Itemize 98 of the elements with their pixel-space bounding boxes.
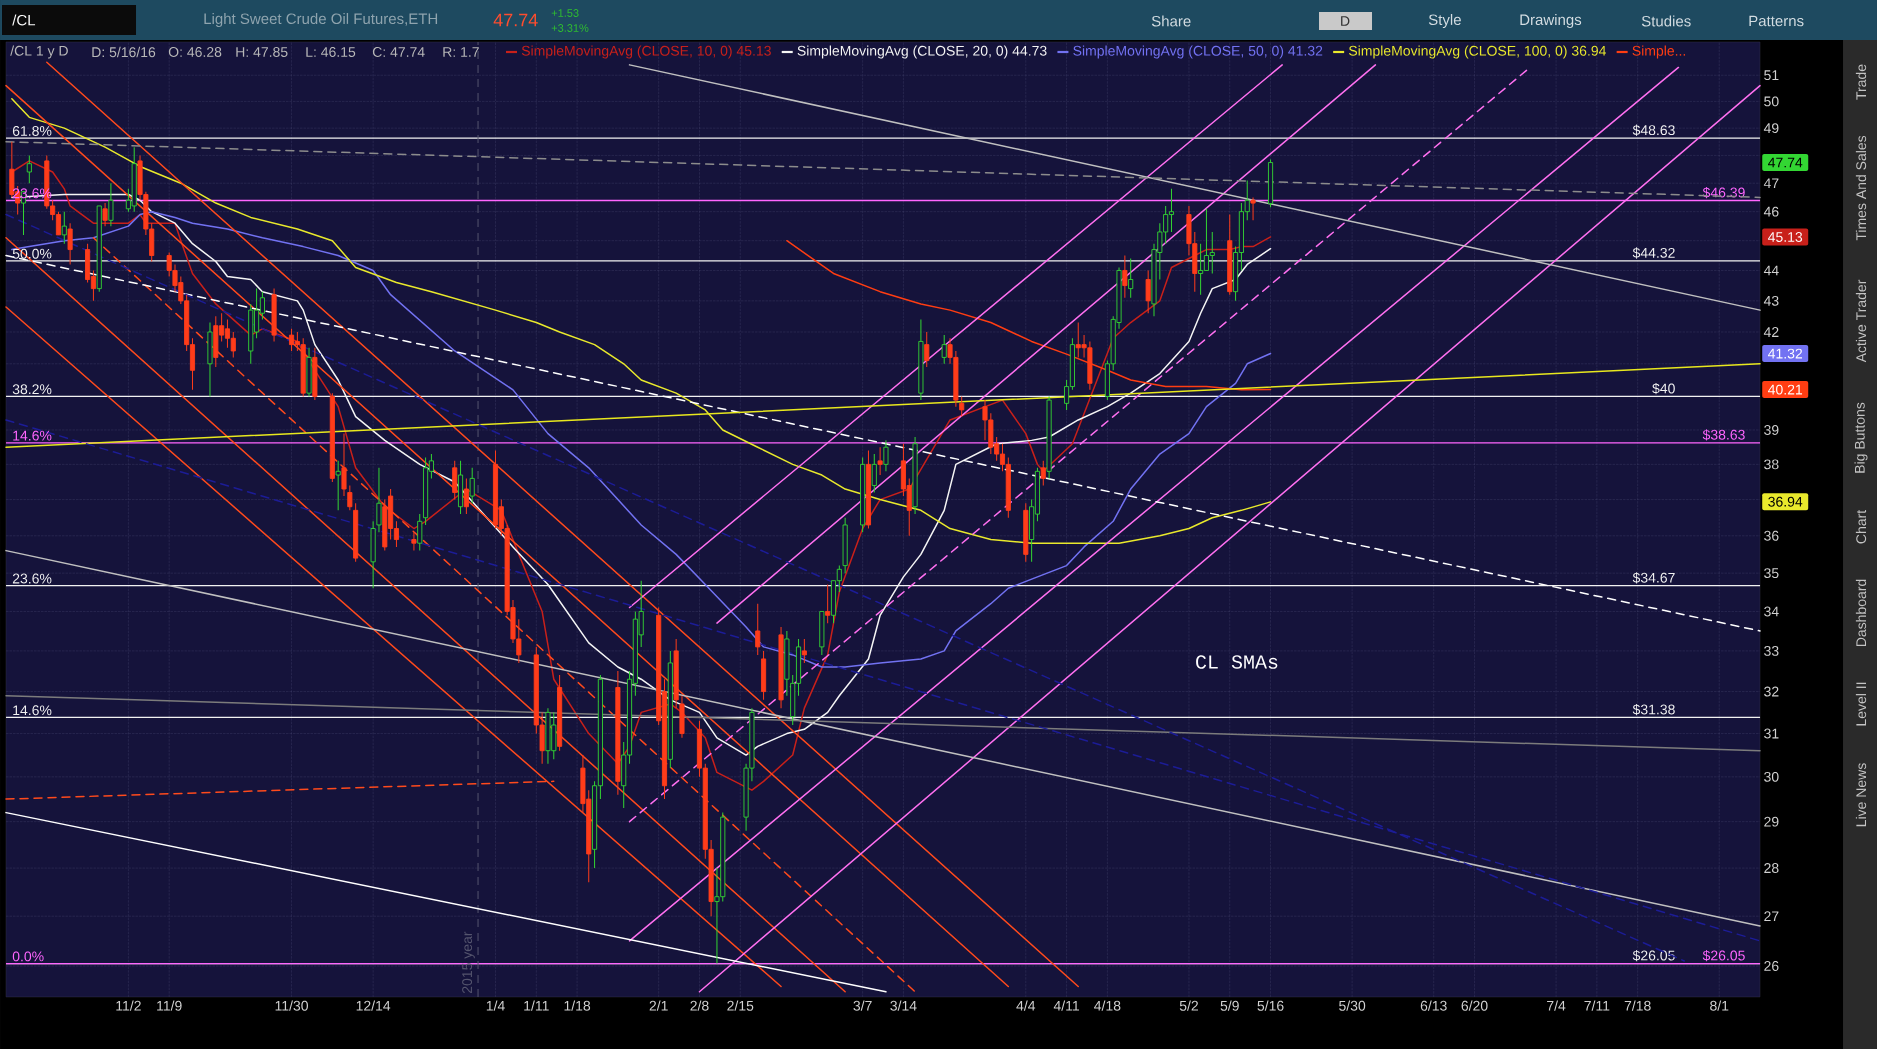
y-tick-label: 38 [1764, 459, 1779, 470]
y-tick-label: 44 [1763, 265, 1779, 276]
x-tick-label: 4/11 [1053, 1000, 1080, 1011]
y-tick-label: 39 [1764, 425, 1779, 435]
x-tick-label: 11/9 [157, 1000, 182, 1011]
x-tick-label: 11/30 [275, 1000, 309, 1011]
annotation: 61.8% [12, 126, 52, 136]
y-tick-label: 28 [1764, 863, 1779, 874]
text: 36.94 [1768, 496, 1803, 507]
ref-line-label: $48.63 [1632, 124, 1675, 136]
annotation: CL SMAs [1196, 655, 1278, 669]
x-tick-label: 1/18 [564, 1000, 591, 1011]
legend-label: Simple... [1632, 45, 1686, 59]
y-tick-label: 42 [1763, 327, 1779, 337]
legend-label: SimpleMovingAvg (CLOSE, 10, 0) 45.13 [521, 45, 771, 59]
text: D [1341, 16, 1350, 26]
x-tick-label: 12/14 [356, 1000, 391, 1011]
y-tick-label: 33 [1764, 645, 1779, 656]
annotation: L: 46.15 [306, 47, 356, 57]
x-tick-label: 7/11 [1584, 1000, 1610, 1011]
annotation: 14.6% [13, 430, 52, 441]
x-tick-label: 4/18 [1094, 1000, 1121, 1011]
ref-line-label: $40 [1652, 382, 1675, 395]
annotation: H: 47.85 [236, 47, 288, 57]
text: Share [1151, 15, 1191, 27]
ref-line-label: $34.67 [1632, 572, 1675, 584]
ref-line-label: $38.63 [1702, 429, 1745, 441]
legend-label: SimpleMovingAvg (CLOSE, 50, 0) 41.32 [1073, 45, 1323, 59]
y-tick-label: 27 [1764, 911, 1779, 922]
x-tick-label: 1/11 [524, 1000, 549, 1011]
x-tick-label: 5/2 [1179, 1000, 1198, 1011]
y-tick-label: 50 [1764, 96, 1779, 107]
text: Times And Sales [1855, 135, 1867, 241]
x-tick-label: 1/4 [486, 1000, 505, 1011]
ref-line-label: 2015 year [462, 931, 475, 994]
y-tick-label: 49 [1763, 123, 1779, 134]
annotation: O: 46.28 [168, 47, 222, 57]
text: +3.31% [551, 24, 589, 32]
annotation: C: 47.74 [372, 47, 425, 57]
x-tick-label: 2/15 [727, 1000, 754, 1011]
legend-label: SimpleMovingAvg (CLOSE, 100, 0) 36.94 [1348, 45, 1606, 59]
x-tick-label: 5/9 [1220, 1000, 1239, 1011]
text: 45.13 [1768, 232, 1803, 242]
chart-title: Light Sweet Crude Oil Futures,ETH [204, 13, 438, 27]
text: /CL [12, 14, 36, 26]
text: Studies [1641, 15, 1691, 27]
y-tick-label: 47 [1763, 178, 1779, 189]
text: Active Trader [1855, 279, 1867, 363]
text: +1.53 [551, 9, 579, 17]
text: Big Buttons [1854, 402, 1868, 473]
annotation: /CL 1 y D [10, 45, 68, 59]
y-tick-label: 35 [1764, 568, 1779, 579]
y-tick-label: 36 [1764, 530, 1779, 541]
y-tick-label: 31 [1764, 728, 1779, 739]
x-tick-label: 8/1 [1710, 1000, 1729, 1011]
ref-line-label: $44.32 [1632, 247, 1675, 259]
annotation: R: 1.7 [443, 47, 479, 57]
ref-line-label: $26.05 [1632, 949, 1675, 962]
text: Trade [1855, 64, 1867, 100]
annotation: 38.2% [12, 384, 52, 395]
x-tick-label: 6/20 [1461, 1000, 1488, 1011]
text: 41.32 [1768, 348, 1803, 359]
annotation: 23.6% [12, 573, 52, 584]
y-tick-label: 51 [1764, 70, 1779, 81]
text: Chart [1855, 509, 1867, 544]
annotation: D: 5/16/16 [92, 46, 156, 58]
y-tick-label: 32 [1764, 686, 1779, 697]
x-tick-label: 6/13 [1420, 1000, 1447, 1011]
y-tick-label: 26 [1764, 961, 1779, 971]
text: 47.74 [493, 13, 538, 27]
x-tick-label: 4/4 [1016, 1000, 1036, 1011]
x-tick-label: 3/14 [890, 1000, 917, 1011]
x-tick-label: 2/1 [649, 1000, 668, 1011]
text: Style [1428, 14, 1461, 28]
text: Dashboard [1855, 579, 1867, 647]
text: Drawings [1520, 14, 1582, 28]
text: 47.74 [1768, 157, 1803, 168]
x-tick-label: 7/4 [1547, 1000, 1566, 1011]
text: Live News [1855, 763, 1867, 827]
y-tick-label: 43 [1763, 295, 1779, 306]
x-tick-label: 11/2 [116, 1000, 141, 1011]
x-tick-label: 5/16 [1257, 1000, 1284, 1011]
legend-label: SimpleMovingAvg (CLOSE, 20, 0) 44.73 [797, 45, 1047, 59]
annotation: 0.0% [12, 951, 44, 962]
x-tick-label: 7/18 [1624, 1000, 1651, 1011]
x-tick-label: 5/30 [1339, 1000, 1366, 1011]
y-tick-label: 29 [1764, 816, 1779, 827]
y-tick-label: 30 [1764, 771, 1779, 782]
y-tick-label: 46 [1763, 206, 1779, 217]
text: 40.21 [1768, 384, 1803, 395]
ref-line-label: $26.05 [1702, 949, 1745, 962]
y-tick-label: 34 [1764, 606, 1779, 617]
text: Level II [1855, 682, 1867, 726]
text: Patterns [1749, 15, 1804, 27]
ref-line-label: $31.38 [1632, 703, 1675, 716]
x-tick-label: 2/8 [690, 1000, 709, 1011]
annotation: 14.6% [13, 705, 52, 716]
x-tick-label: 3/7 [853, 1000, 872, 1011]
